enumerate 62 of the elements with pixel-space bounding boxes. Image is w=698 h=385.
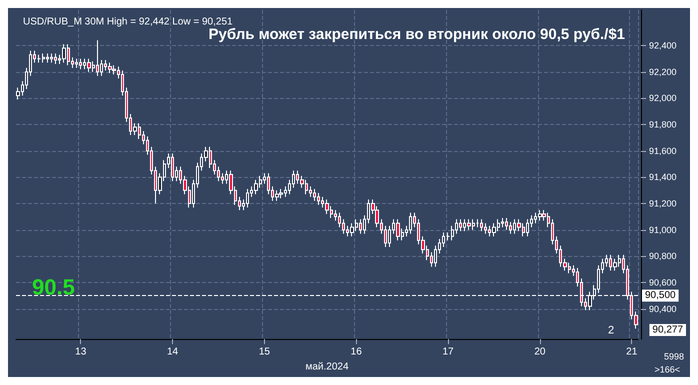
- x-tick-label: 17: [442, 346, 454, 358]
- y-tick-label: 90,800: [649, 251, 677, 262]
- candlestick: [476, 218, 479, 228]
- candlestick: [509, 221, 512, 234]
- text: Рубль может закрепиться во вторник около 90,5 руб./$1: [208, 26, 626, 43]
- candlestick: [613, 258, 617, 272]
- candlestick: [62, 44, 66, 64]
- y-tick-label: 90,400: [649, 304, 677, 314]
- candlestick: [50, 52, 53, 64]
- x-tick-label: 16: [350, 346, 362, 358]
- candlestick: [108, 62, 112, 74]
- candlestick: [396, 218, 400, 241]
- x-tick-label: 15: [258, 346, 270, 358]
- candlestick: [313, 188, 316, 202]
- candlestick: [359, 218, 362, 234]
- candlestick: [171, 152, 174, 182]
- y-tick-label: 92,000: [649, 93, 677, 104]
- y-tick-label: 91,200: [649, 198, 677, 209]
- x-tick-label: 20: [534, 346, 546, 358]
- y-tick-label: 91,000: [649, 224, 677, 235]
- y-tick-label: 92,400: [649, 40, 677, 51]
- candlestick: [37, 54, 41, 64]
- candlestick: [484, 222, 487, 234]
- candlestick: [75, 58, 78, 68]
- candlestick: [538, 210, 542, 222]
- y-tick-label: 92,200: [649, 66, 677, 77]
- candlestick: [350, 222, 354, 237]
- candlestick: [317, 192, 320, 206]
- y-tick-label: 91,400: [649, 172, 677, 182]
- candlestick: [505, 217, 508, 230]
- annotation: 90.5: [32, 274, 75, 300]
- text: 5998: [664, 352, 684, 362]
- annotation: 2: [608, 324, 614, 336]
- candlestick: [279, 188, 283, 199]
- candlestick: [246, 188, 249, 208]
- candlestick: [492, 222, 496, 237]
- x-tick-label: 21: [626, 346, 638, 358]
- candlestick: [501, 217, 504, 228]
- y-tick-label: 91,800: [649, 120, 677, 130]
- candlestick: [409, 212, 412, 234]
- text: USD/RUB_M 30M High = 92,442 Low = 90,251: [23, 16, 233, 28]
- candlestick: [275, 190, 279, 202]
- candlestick: [112, 64, 116, 76]
- candlestick: [526, 218, 529, 237]
- candlestick: [467, 218, 471, 230]
- text: 90,277: [652, 324, 684, 336]
- y-tick-label: 90,600: [649, 277, 677, 288]
- candlestick: [96, 40, 99, 76]
- text: >166<: [654, 364, 680, 374]
- x-axis-title: май.2024: [305, 362, 349, 372]
- candlestick: [46, 52, 49, 64]
- candlestick: [480, 218, 483, 232]
- candlestick: [325, 199, 329, 215]
- candlestick: [87, 58, 91, 72]
- ref-line-label: 90,500: [645, 290, 676, 302]
- candlestick: [254, 179, 258, 195]
- x-tick-label: 13: [75, 346, 87, 358]
- x-tick-label: 14: [166, 346, 179, 358]
- y-tick-label: 91,600: [649, 146, 677, 156]
- candlestick: [459, 218, 462, 232]
- candlestick: [54, 52, 57, 64]
- candlestick: [79, 58, 82, 70]
